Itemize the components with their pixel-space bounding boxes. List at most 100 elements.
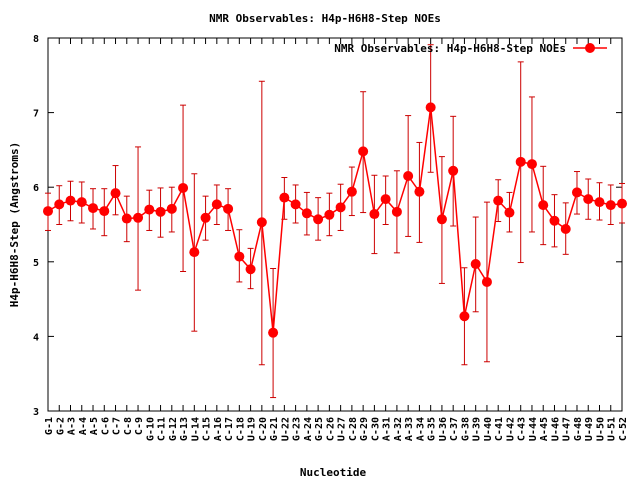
y-tick-label: 3 xyxy=(33,407,39,418)
data-point xyxy=(166,203,177,214)
x-tick-label: A-31 xyxy=(382,417,393,441)
x-tick-label: A-33 xyxy=(404,417,415,441)
data-point xyxy=(346,186,357,197)
y-tick-label: 7 xyxy=(33,109,39,120)
x-tick-label: G-13 xyxy=(179,417,190,441)
data-point xyxy=(290,199,301,210)
data-point xyxy=(121,213,132,224)
data-point xyxy=(88,203,99,214)
data-point xyxy=(200,212,211,223)
x-tick-label: G-38 xyxy=(460,417,471,441)
data-point xyxy=(268,327,279,338)
x-tick-label: A-24 xyxy=(303,417,314,441)
data-point xyxy=(155,206,166,217)
x-tick-label: C-37 xyxy=(449,417,460,441)
data-point xyxy=(459,311,470,322)
data-point xyxy=(43,206,53,217)
data-point xyxy=(605,200,616,211)
x-tick-label: U-39 xyxy=(472,417,483,441)
data-point xyxy=(99,206,110,217)
legend-label: NMR Observables: H4p-H6H8-Step NOEs xyxy=(334,42,566,55)
x-tick-label: C-6 xyxy=(100,417,111,435)
x-tick-label: C-9 xyxy=(134,417,145,435)
x-tick-label: A-5 xyxy=(89,417,100,435)
data-point xyxy=(301,208,312,219)
data-point xyxy=(436,214,447,225)
x-tick-label: A-32 xyxy=(393,417,404,441)
x-tick-label: A-3 xyxy=(67,417,78,435)
data-point xyxy=(414,186,425,197)
x-tick-label: U-36 xyxy=(438,417,449,441)
data-point xyxy=(504,207,515,218)
x-tick-label: C-15 xyxy=(202,417,213,441)
data-point xyxy=(571,187,582,198)
data-point xyxy=(448,165,459,176)
data-point xyxy=(110,188,121,199)
data-point xyxy=(369,209,380,220)
data-point xyxy=(65,195,76,206)
x-tick-label: G-48 xyxy=(573,417,584,441)
x-tick-label: G-35 xyxy=(427,417,438,441)
x-tick-label: C-43 xyxy=(517,417,528,441)
x-tick-label: U-14 xyxy=(190,417,201,441)
data-point xyxy=(178,182,189,193)
data-point xyxy=(481,276,492,287)
data-point xyxy=(526,159,537,170)
data-point xyxy=(583,194,594,205)
x-tick-label: A-4 xyxy=(78,417,89,435)
data-point xyxy=(617,198,627,209)
data-point xyxy=(279,192,290,203)
data-point xyxy=(211,199,222,210)
x-tick-label: U-22 xyxy=(280,417,291,441)
data-point xyxy=(234,251,245,262)
y-tick-label: 4 xyxy=(33,332,39,343)
x-tick-label: A-16 xyxy=(213,417,224,441)
x-tick-label: C-30 xyxy=(370,417,381,441)
x-axis-label: Nucleotide xyxy=(300,466,367,479)
data-point xyxy=(256,217,267,228)
x-tick-label: C-18 xyxy=(235,417,246,441)
x-tick-label: C-52 xyxy=(618,417,629,441)
x-tick-label: C-17 xyxy=(224,417,235,441)
x-tick-label: U-51 xyxy=(607,417,618,441)
y-tick-label: 8 xyxy=(33,34,39,45)
legend-marker xyxy=(585,43,595,53)
data-point xyxy=(189,247,200,258)
data-point xyxy=(54,199,65,210)
x-tick-label: G-23 xyxy=(292,417,303,441)
x-tick-label: A-34 xyxy=(415,417,426,441)
data-point xyxy=(560,223,571,234)
x-tick-label: U-42 xyxy=(505,417,516,441)
series-line xyxy=(47,107,623,333)
x-tick-label: C-26 xyxy=(325,417,336,441)
x-tick-label: U-47 xyxy=(562,417,573,441)
data-point xyxy=(223,203,234,214)
data-point xyxy=(594,197,605,208)
x-tick-label: A-45 xyxy=(539,417,550,441)
plot-border xyxy=(47,37,623,412)
x-tick-label: G-10 xyxy=(145,417,156,441)
x-tick-label: U-50 xyxy=(595,417,606,441)
x-tick-label: U-40 xyxy=(483,417,494,441)
y-tick-label: 6 xyxy=(33,183,39,194)
y-tick-label: 5 xyxy=(33,258,39,269)
legend: NMR Observables: H4p-H6H8-Step NOEs xyxy=(334,42,607,55)
x-tick-label: C-7 xyxy=(112,417,123,435)
x-tick-label: U-49 xyxy=(584,417,595,441)
data-point xyxy=(144,204,155,215)
x-tick-label: G-29 xyxy=(359,417,370,441)
data-point xyxy=(76,197,87,208)
data-point xyxy=(335,202,346,213)
x-tick-label: C-28 xyxy=(348,417,359,441)
data-point xyxy=(245,264,256,275)
x-tick-label: G-1 xyxy=(44,417,55,435)
x-tick-label: C-8 xyxy=(123,417,134,435)
x-tick-label: C-41 xyxy=(494,417,505,441)
y-axis-label: H4p-H6H8-Step (Angstroms) xyxy=(8,142,21,308)
x-tick-label: U-44 xyxy=(528,417,539,441)
data-point xyxy=(391,206,402,217)
data-point xyxy=(515,156,526,167)
x-tick-label: C-20 xyxy=(258,417,269,441)
x-tick-label: G-2 xyxy=(55,417,66,435)
